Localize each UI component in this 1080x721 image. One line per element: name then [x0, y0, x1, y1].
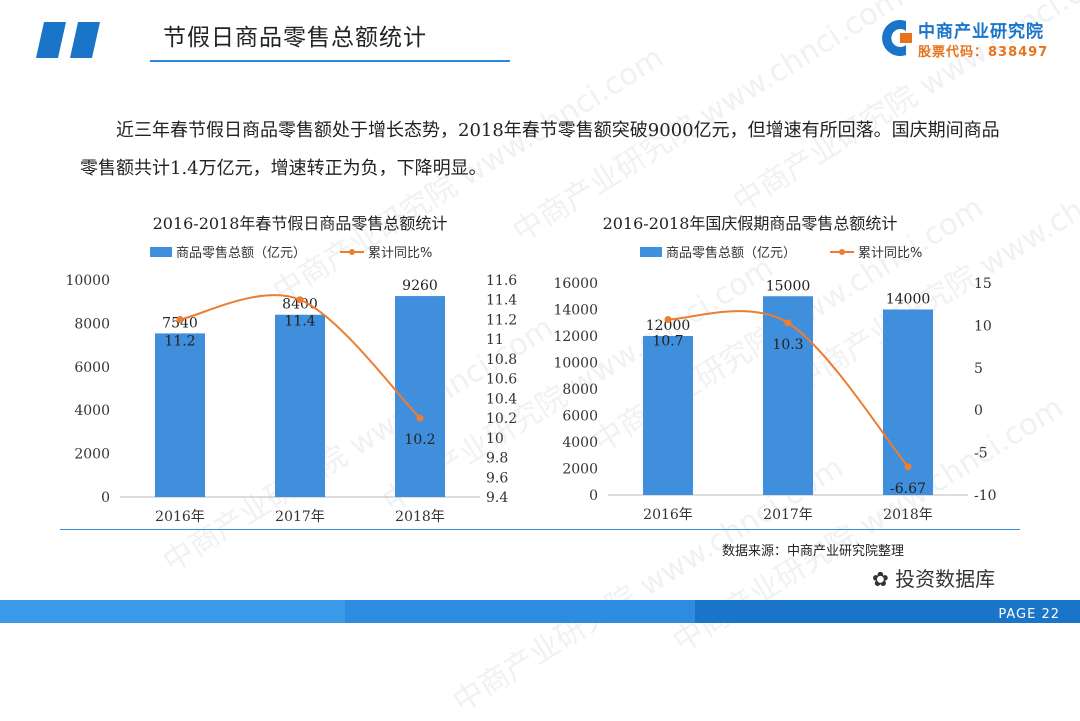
y-tick-label: 0	[589, 488, 598, 504]
line-data-label: 10.3	[772, 337, 803, 353]
x-tick-label: 2017年	[763, 507, 813, 523]
y-tick-label: 2000	[562, 462, 598, 478]
y2-tick-label: 10.8	[486, 352, 517, 368]
y2-tick-label: 11	[486, 332, 504, 348]
line-point	[176, 315, 184, 323]
wechat-account: ✿ 投资数据库	[872, 563, 995, 592]
wechat-icon: ✿	[872, 567, 896, 591]
y2-tick-label: 11.2	[486, 312, 517, 328]
y-tick-label: 14000	[553, 303, 598, 319]
bar-data-label: 8400	[282, 297, 318, 313]
page-title: 节假日商品零售总额统计	[163, 25, 427, 51]
y2-tick-label: 9.4	[486, 490, 508, 506]
y2-tick-label: 15	[974, 276, 992, 292]
legend-line-marker	[349, 249, 355, 255]
legend-line-marker	[839, 249, 845, 255]
wechat-name: 投资数据库	[895, 567, 996, 591]
line-data-label: 10.2	[404, 432, 435, 448]
bar	[643, 336, 693, 495]
bar-data-label: 14000	[886, 292, 931, 308]
legend-bar-label: 商品零售总额（亿元）	[176, 245, 306, 261]
y2-tick-label: 0	[974, 403, 983, 419]
y-tick-label: 0	[101, 490, 110, 506]
legend-line-label: 累计同比%	[858, 246, 922, 261]
legend-bar-swatch	[150, 247, 172, 257]
y-tick-label: 6000	[562, 409, 598, 425]
y-tick-label: 8000	[74, 316, 110, 332]
y2-tick-label: 9.6	[486, 470, 508, 486]
legend-line-label: 累计同比%	[368, 246, 432, 261]
company-logo: 中商产业研究院 股票代码：838497	[876, 15, 1066, 65]
logo-name: 中商产业研究院	[918, 22, 1044, 42]
logo-stock-code: 股票代码：838497	[918, 45, 1049, 60]
bar-data-label: 15000	[766, 278, 811, 294]
x-tick-label: 2018年	[883, 507, 933, 523]
line-data-label: 11.4	[284, 314, 315, 330]
line-point	[416, 414, 424, 422]
bar	[763, 296, 813, 495]
y-tick-label: 10000	[65, 273, 110, 289]
y2-tick-label: 10	[486, 431, 504, 447]
legend-bar-swatch	[640, 247, 662, 257]
y-tick-label: 2000	[74, 447, 110, 463]
bar	[395, 296, 445, 497]
y-tick-label: 8000	[562, 382, 598, 398]
legend-bar-label: 商品零售总额（亿元）	[666, 245, 796, 261]
y-tick-label: 12000	[553, 329, 598, 345]
line-point	[664, 315, 672, 323]
y2-tick-label: -5	[974, 446, 988, 462]
y-tick-label: 4000	[562, 435, 598, 451]
page-number: PAGE 22	[998, 607, 1060, 622]
y2-tick-label: 10.2	[486, 411, 517, 427]
y-tick-label: 16000	[553, 276, 598, 292]
line-data-label: -6.67	[890, 481, 926, 497]
x-tick-label: 2016年	[643, 507, 693, 523]
x-tick-label: 2016年	[155, 509, 205, 525]
data-source: 数据来源：中商产业研究院整理	[722, 544, 905, 559]
y-tick-label: 6000	[74, 360, 110, 376]
y2-tick-label: 11.6	[486, 273, 517, 289]
chart-title: 2016-2018年国庆假期商品零售总额统计	[603, 214, 898, 233]
footer-bar	[0, 600, 1080, 623]
description-paragraph: 近三年春节假日商品零售额处于增长态势，2018年春节零售额突破9000亿元，但增…	[80, 120, 1000, 179]
chart-title: 2016-2018年春节假日商品零售总额统计	[153, 214, 448, 233]
y-tick-label: 10000	[553, 356, 598, 372]
bar	[155, 333, 205, 497]
bar-data-label: 12000	[646, 318, 691, 334]
y2-tick-label: -10	[974, 488, 997, 504]
y2-tick-label: 10	[974, 318, 992, 334]
line-point	[904, 463, 912, 471]
bar	[275, 314, 325, 497]
logo-icon	[882, 20, 912, 57]
separator-line	[60, 529, 1020, 530]
x-tick-label: 2017年	[275, 509, 325, 525]
line-point	[784, 319, 792, 327]
line-data-label: 11.2	[164, 333, 195, 349]
y2-tick-label: 10.6	[486, 372, 517, 388]
line-point	[296, 296, 304, 304]
y2-tick-label: 11.4	[486, 293, 517, 309]
y2-tick-label: 5	[974, 361, 983, 377]
y2-tick-label: 10.4	[486, 391, 517, 407]
line-data-label: 10.7	[652, 333, 683, 349]
x-tick-label: 2018年	[395, 509, 445, 525]
bar-data-label: 9260	[402, 278, 438, 294]
header-stripes	[36, 22, 100, 58]
y-tick-label: 4000	[74, 403, 110, 419]
bar-data-label: 7540	[162, 315, 198, 331]
header-underline	[150, 60, 510, 62]
y2-tick-label: 9.8	[486, 451, 508, 467]
